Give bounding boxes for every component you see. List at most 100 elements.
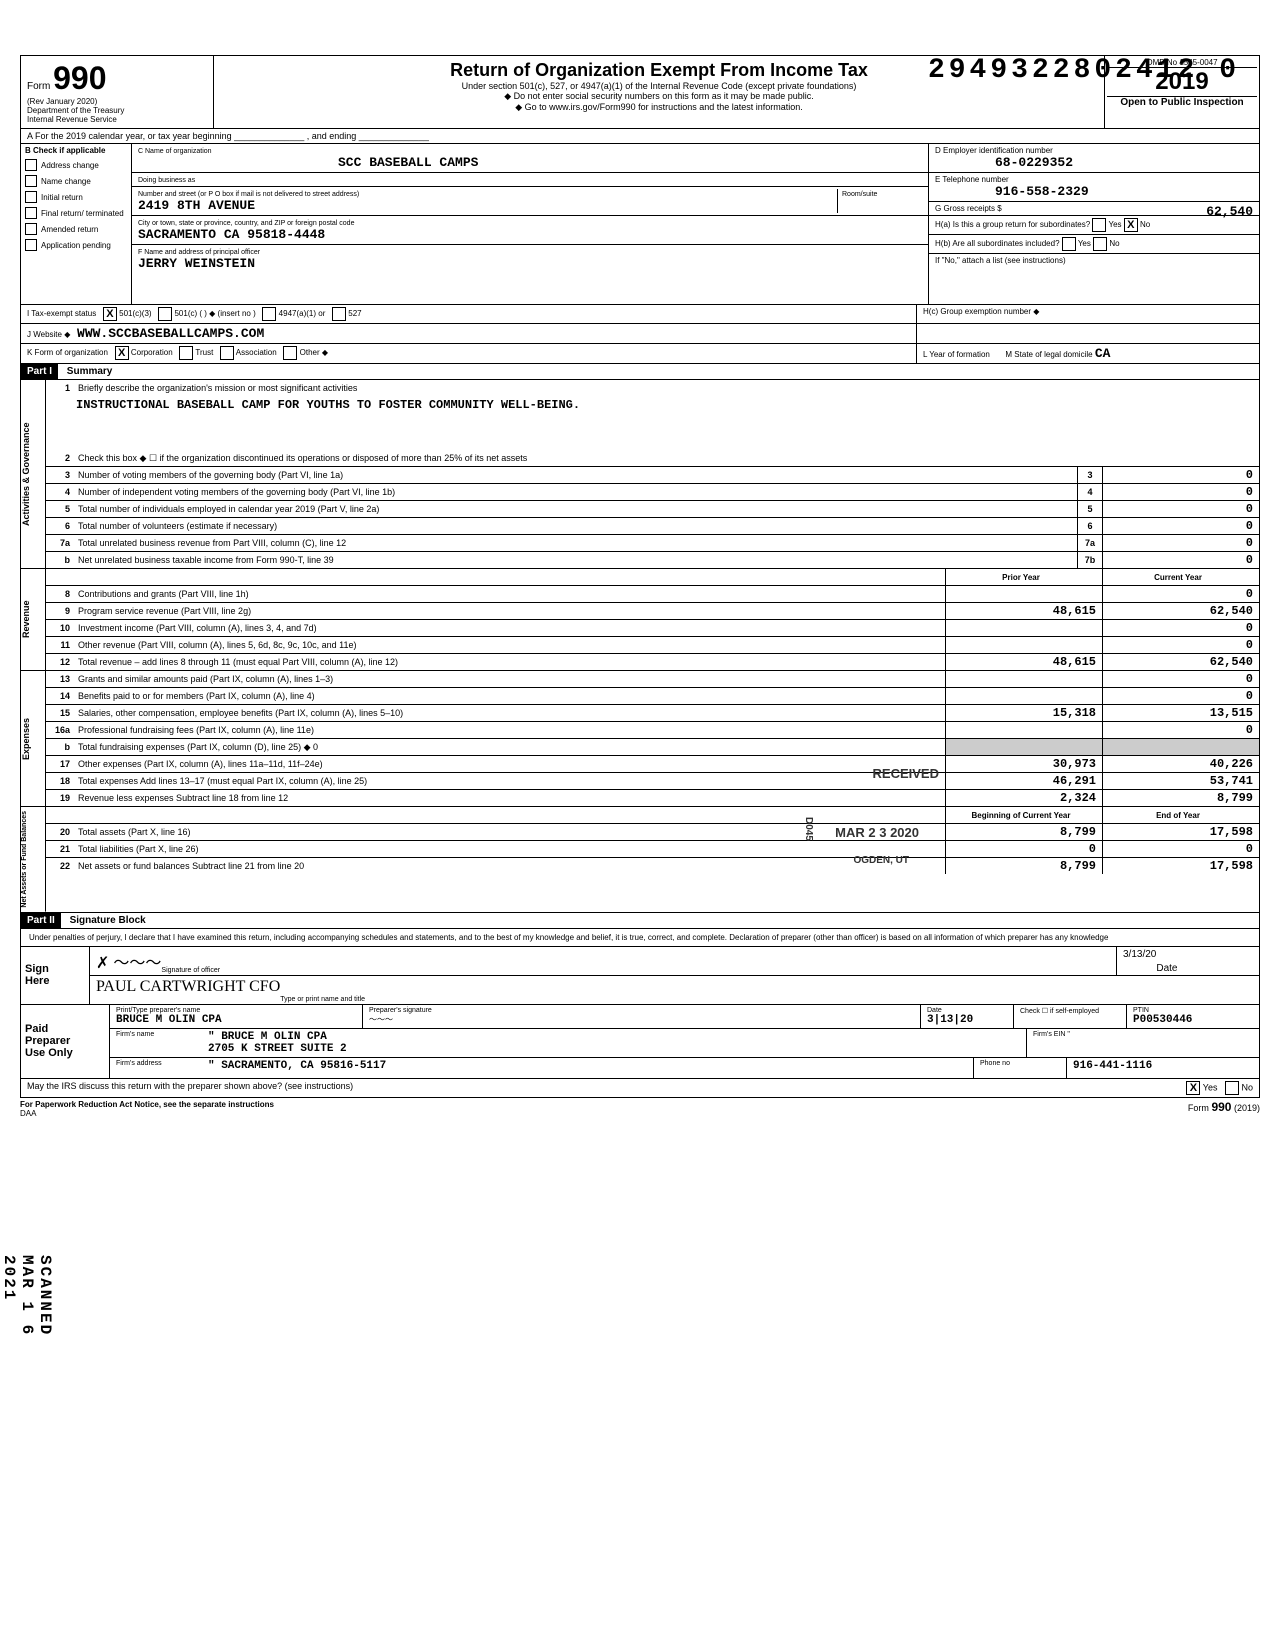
officer: JERRY WEINSTEIN (138, 256, 255, 271)
firm-addr1: 2705 K STREET SUITE 2 (208, 1043, 347, 1055)
side-rev: Revenue (21, 569, 46, 670)
side-gov: Activities & Governance (21, 380, 46, 568)
hb-note: If "No," attach a list (see instructions… (935, 256, 1066, 265)
dom-lbl: M State of legal domicile (1005, 350, 1092, 359)
row-i: I Tax-exempt status X 501(c)(3) 501(c) (… (20, 305, 1260, 324)
chk-4947[interactable] (262, 307, 276, 321)
hc-lbl: H(c) Group exemption number ◆ (923, 307, 1039, 316)
k-lbl: K Form of organization (27, 348, 108, 357)
phone: 916-441-1116 (1073, 1060, 1152, 1072)
form-note2: ◆ Go to www.irs.gov/Form990 for instruct… (224, 102, 1094, 113)
discuss-no[interactable] (1225, 1081, 1239, 1095)
col-beg: Beginning of Current Year (945, 807, 1102, 823)
ptin: P00530446 (1133, 1014, 1192, 1026)
hb-yes-box[interactable] (1062, 237, 1076, 251)
form-rev: (Rev January 2020) (27, 97, 207, 106)
side-net: Net Assets or Fund Balances (21, 807, 46, 912)
date-lbl: Date (1156, 963, 1177, 974)
daa: DAA (20, 1109, 36, 1118)
side-exp: Expenses (21, 671, 46, 806)
chk-527[interactable] (332, 307, 346, 321)
summary-gov: Activities & Governance 1 Briefly descri… (20, 380, 1260, 569)
chk-pending[interactable]: Application pending (21, 237, 131, 253)
chk-corp[interactable]: X (115, 346, 129, 360)
date-stamp: MAR 2 3 2020 (835, 825, 919, 840)
form-number: 990 (53, 60, 106, 96)
col-curr: Current Year (1102, 569, 1259, 585)
tel: 916-558-2329 (935, 184, 1089, 199)
website: WWW.SCCBASEBALLCAMPS.COM (77, 326, 264, 341)
street-lbl: Number and street (or P O box if mail is… (138, 191, 359, 198)
summary-net: Net Assets or Fund Balances Beginning of… (20, 807, 1260, 913)
officer-name: PAUL CARTWRIGHT CFO (96, 978, 280, 995)
name-lbl: Type or print name and title (280, 996, 365, 1003)
prep-signature: ～～～ (369, 1015, 393, 1024)
chk-final[interactable]: Final return/ terminated (21, 205, 131, 221)
part1-title: Summary (61, 364, 119, 379)
dom: CA (1095, 346, 1111, 361)
chk-501c3[interactable]: X (103, 307, 117, 321)
line-a: A For the 2019 calendar year, or tax yea… (20, 129, 1260, 144)
prep-name: BRUCE M OLIN CPA (116, 1014, 222, 1026)
chk-other[interactable] (283, 346, 297, 360)
officer-lbl: F Name and address of principal officer (138, 249, 260, 256)
part1-hdr-row: Part I Summary (20, 364, 1260, 380)
col-c: C Name of organization SCC BASEBALL CAMP… (132, 144, 929, 304)
gross-lbl: G Gross receipts $ (935, 204, 1002, 213)
chk-initial[interactable]: Initial return (21, 189, 131, 205)
part1-hdr: Part I (21, 364, 58, 379)
firm-addr2: " SACRAMENTO, CA 95816-5117 (208, 1060, 386, 1072)
city: SACRAMENTO CA 95818-4448 (138, 227, 325, 242)
dba-lbl: Doing business as (138, 177, 195, 184)
hb-lbl: H(b) Are all subordinates included? (935, 239, 1060, 248)
part2-hdr: Part II (21, 913, 61, 928)
chk-501c[interactable] (158, 307, 172, 321)
form-note1: ◆ Do not enter social security numbers o… (224, 91, 1094, 102)
hb-no-box[interactable] (1093, 237, 1107, 251)
sign-here: SignHere (21, 947, 89, 1004)
street: 2419 8TH AVENUE (138, 198, 255, 213)
tel-lbl: E Telephone number (935, 175, 1009, 184)
received-stamp: RECEIVED (873, 766, 939, 781)
summary-exp: Expenses 13Grants and similar amounts pa… (20, 671, 1260, 807)
ha-lbl: H(a) Is this a group return for subordin… (935, 220, 1090, 229)
d045-stamp: D045 (803, 817, 814, 841)
pra: For Paperwork Reduction Act Notice, see … (20, 1100, 274, 1109)
l1: Briefly describe the organization's miss… (74, 382, 1259, 394)
org-name: SCC BASEBALL CAMPS (138, 155, 478, 170)
col-b-hdr: B Check if applicable (21, 144, 131, 157)
col-b: B Check if applicable Address change Nam… (21, 144, 132, 304)
signature-block: Under penalties of perjury, I declare th… (20, 929, 1260, 1079)
chk-trust[interactable] (179, 346, 193, 360)
chk-address[interactable]: Address change (21, 157, 131, 173)
col-d: D Employer identification number 68-0229… (929, 144, 1259, 304)
chk-name[interactable]: Name change (21, 173, 131, 189)
discuss-yes[interactable]: X (1186, 1081, 1200, 1095)
j-lbl: J Website ◆ (27, 330, 70, 339)
form-prefix: Form (27, 81, 50, 92)
name-lbl: C Name of organization (138, 148, 212, 155)
firm-name: " BRUCE M OLIN CPA (208, 1031, 327, 1043)
ein: 68-0229352 (935, 155, 1073, 170)
chk-assoc[interactable] (220, 346, 234, 360)
part2-hdr-row: Part II Signature Block (20, 913, 1260, 929)
perjury: Under penalties of perjury, I declare th… (21, 929, 1259, 947)
form-irs: Internal Revenue Service (27, 115, 207, 124)
col-prior: Prior Year (945, 569, 1102, 585)
open-public: Open to Public Inspection (1107, 97, 1257, 108)
footer: For Paperwork Reduction Act Notice, see … (20, 1098, 1260, 1120)
row-k: K Form of organization X Corporation Tru… (20, 344, 1260, 364)
dln: 2949322802412 0 (928, 55, 1240, 86)
i-lbl: I Tax-exempt status (27, 309, 96, 318)
ha-no-box[interactable]: X (1124, 218, 1138, 232)
row-j: J Website ◆ WWW.SCCBASEBALLCAMPS.COM (20, 324, 1260, 344)
gross: 62,540 (1206, 204, 1253, 219)
ha-yes-box[interactable] (1092, 218, 1106, 232)
chk-amended[interactable]: Amended return (21, 221, 131, 237)
discuss-row: May the IRS discuss this return with the… (20, 1079, 1260, 1098)
summary-rev: Revenue Prior Year Current Year 8Contrib… (20, 569, 1260, 671)
prep-date: 3|13|20 (927, 1014, 973, 1026)
city-lbl: City or town, state or province, country… (138, 220, 354, 227)
sig-lbl: Signature of officer (161, 967, 220, 974)
officer-signature: ✗ ～～～ (96, 955, 161, 972)
